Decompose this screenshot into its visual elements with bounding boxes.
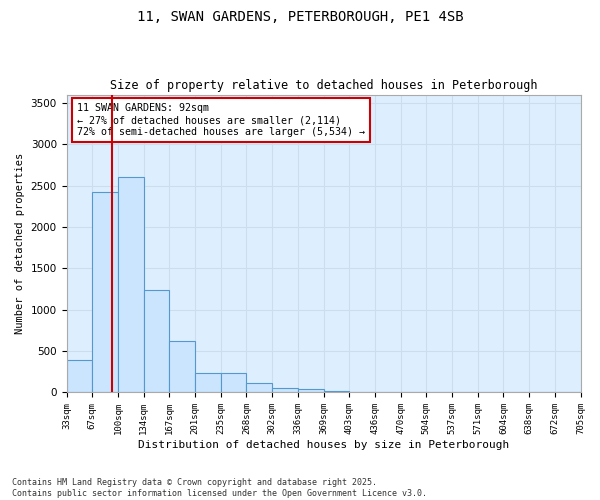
Bar	[272, 388, 298, 392]
Bar	[92, 192, 118, 392]
Text: 11 SWAN GARDENS: 92sqm
← 27% of detached houses are smaller (2,114)
72% of semi-: 11 SWAN GARDENS: 92sqm ← 27% of detached…	[77, 104, 365, 136]
Bar	[169, 341, 195, 392]
Text: 11, SWAN GARDENS, PETERBOROUGH, PE1 4SB: 11, SWAN GARDENS, PETERBOROUGH, PE1 4SB	[137, 10, 463, 24]
X-axis label: Distribution of detached houses by size in Peterborough: Distribution of detached houses by size …	[138, 440, 509, 450]
Bar	[298, 389, 323, 392]
Bar	[195, 372, 221, 392]
Bar	[323, 391, 349, 392]
Bar	[118, 178, 143, 392]
Bar	[247, 384, 272, 392]
Text: Contains HM Land Registry data © Crown copyright and database right 2025.
Contai: Contains HM Land Registry data © Crown c…	[12, 478, 427, 498]
Y-axis label: Number of detached properties: Number of detached properties	[15, 153, 25, 334]
Bar	[67, 360, 92, 392]
Title: Size of property relative to detached houses in Peterborough: Size of property relative to detached ho…	[110, 79, 537, 92]
Bar	[221, 372, 247, 392]
Bar	[143, 290, 169, 392]
